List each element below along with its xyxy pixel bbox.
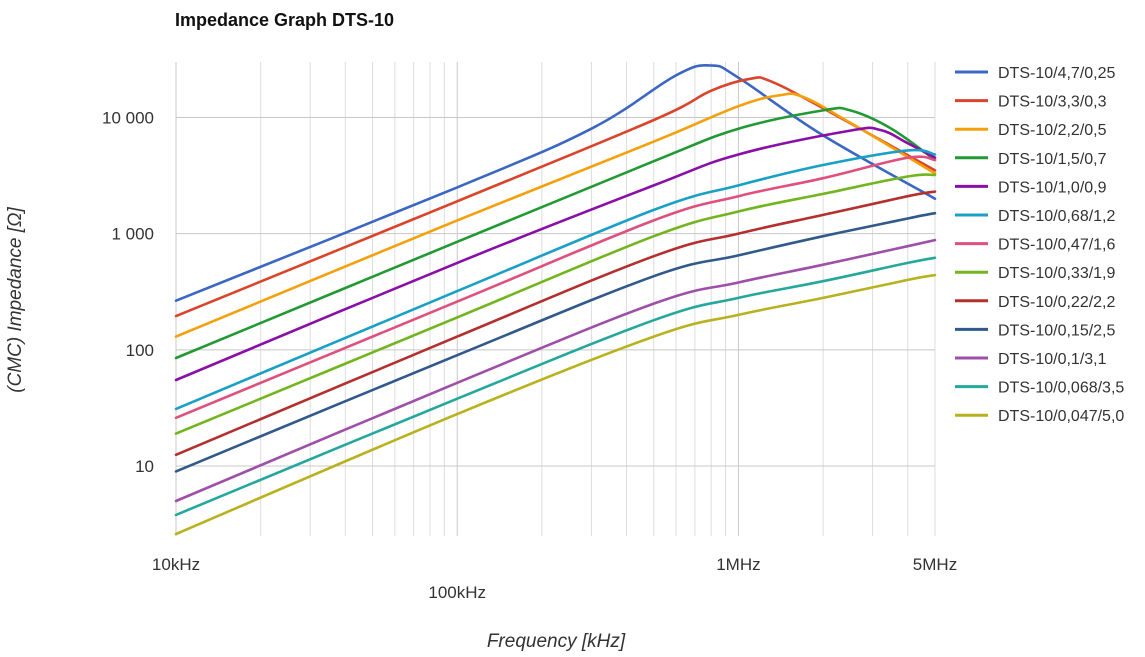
legend-label: DTS-10/0,068/3,5	[998, 380, 1124, 397]
legend-label: DTS-10/0,15/2,5	[998, 322, 1116, 339]
series-line-11	[174, 238, 937, 503]
series-line-1	[174, 63, 937, 302]
x-axis: 10kHz 100kHz 1MHz 5MHz	[152, 555, 957, 602]
x-axis-title: Frequency [kHz]	[487, 631, 626, 652]
chart-title: Impedance Graph DTS-10	[175, 10, 394, 30]
legend-label: DTS-10/3,3/0,3	[998, 94, 1107, 111]
legend-label: DTS-10/0,1/3,1	[998, 351, 1107, 368]
series-line-10	[174, 211, 937, 473]
x-tick-label: 100kHz	[428, 583, 486, 602]
legend-label: DTS-10/1,5/0,7	[998, 151, 1107, 168]
x-tick-label: 1MHz	[716, 555, 760, 574]
series-line-13	[174, 273, 937, 536]
x-tick-label: 10kHz	[152, 555, 200, 574]
series-line-5	[174, 126, 937, 382]
legend-label: DTS-10/0,33/1,9	[998, 265, 1116, 282]
y-axis: 10 100 1 000 10 000	[102, 108, 154, 476]
y-tick-label: 100	[126, 341, 154, 360]
series-line-7	[174, 155, 937, 420]
legend: DTS-10/4,7/0,25 DTS-10/3,3/0,3 DTS-10/2,2/…	[955, 65, 1124, 425]
y-axis-title: (CMC) Impedance [Ω]	[5, 207, 26, 393]
series-line-4	[174, 106, 937, 360]
grid	[175, 62, 936, 536]
y-tick-label: 1 000	[111, 225, 154, 244]
x-tick-label: 5MHz	[913, 555, 957, 574]
legend-label: DTS-10/0,47/1,6	[998, 237, 1116, 254]
y-tick-label: 10	[135, 457, 154, 476]
legend-label: DTS-10/2,2/0,5	[998, 122, 1107, 139]
series-line-8	[174, 173, 937, 435]
legend-label: DTS-10/0,68/1,2	[998, 208, 1116, 225]
legend-label: DTS-10/4,7/0,25	[998, 65, 1116, 82]
legend-label: DTS-10/0,047/5,0	[998, 408, 1124, 425]
legend-label: DTS-10/0,22/2,2	[998, 294, 1116, 311]
legend-label: DTS-10/1,0/0,9	[998, 179, 1107, 196]
series-line-3	[174, 92, 937, 338]
series-line-12	[174, 256, 937, 517]
series-line-6	[174, 148, 937, 411]
y-tick-label: 10 000	[102, 108, 154, 127]
plot-area	[174, 63, 937, 536]
series-line-9	[174, 190, 937, 457]
